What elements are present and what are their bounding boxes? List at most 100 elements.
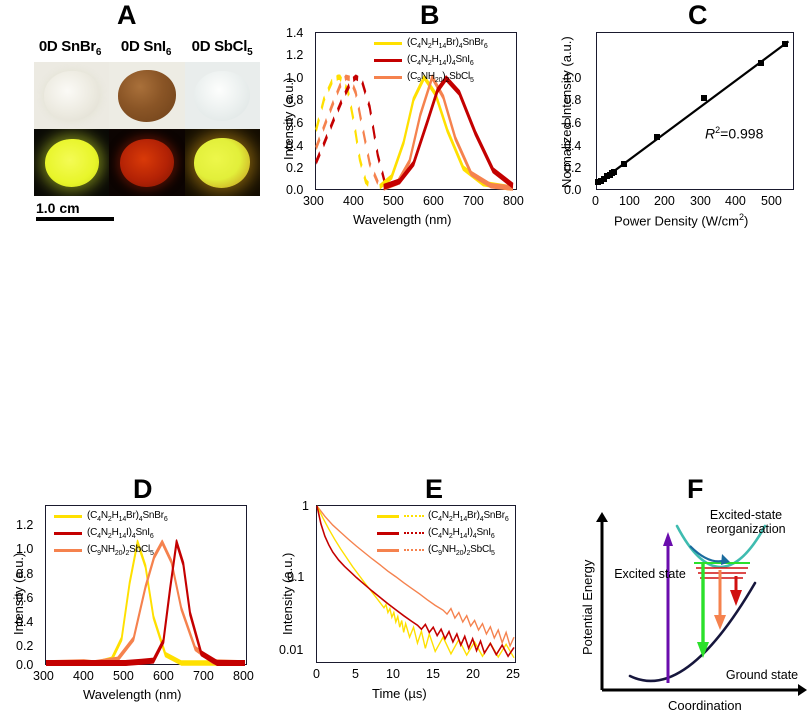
legend-label-d-sni6: (C4N2H14I)4SnI6 bbox=[87, 526, 154, 540]
sample-header-sbcl5: 0D SbCl5 bbox=[191, 38, 253, 58]
panel-c-markers bbox=[595, 41, 788, 185]
panel-a-sample-headers: 0D SnBr6 0D SnI6 0D SbCl5 bbox=[32, 38, 260, 58]
panel-b-ytick-1.0: 1.0 bbox=[286, 71, 304, 85]
legend-item-snbr6: (C4N2H14Br)4SnBr6 bbox=[374, 36, 488, 50]
panel-b-xtick-300: 300 bbox=[303, 194, 324, 208]
panel-e-xtick-20: 20 bbox=[466, 667, 480, 681]
panel-e-xlabel: Time (µs) bbox=[372, 686, 427, 701]
panel-b-ytick-0.4: 0.4 bbox=[286, 139, 304, 153]
legend-swatch-e-snbr6-fit bbox=[404, 515, 424, 517]
panel-d-xtick-500: 500 bbox=[113, 669, 134, 683]
panel-e-xtick-25: 25 bbox=[506, 667, 520, 681]
panel-e-xtick-5: 5 bbox=[352, 667, 359, 681]
legend-swatch-sni6 bbox=[374, 58, 402, 62]
panel-d-ytick-0.0: 0.0 bbox=[16, 658, 34, 672]
panel-e-xtick-0: 0 bbox=[313, 667, 320, 681]
panel-e-xtick-15: 15 bbox=[426, 667, 440, 681]
panel-e-label: E bbox=[425, 474, 444, 504]
panel-b: B (C4N2H14Br)4SnBr6 (C4N2H14I)4 bbox=[270, 0, 540, 240]
legend-swatch-e-sni6-fit bbox=[404, 532, 424, 534]
panel-b-curves bbox=[315, 74, 514, 191]
legend-swatch-e-sbcl5-solid bbox=[377, 548, 399, 552]
panel-b-xlabel: Wavelength (nm) bbox=[353, 212, 452, 227]
panel-b-ytick-0.6: 0.6 bbox=[286, 116, 304, 130]
panel-d-xtick-600: 600 bbox=[153, 669, 174, 683]
panel-a-photo-grid bbox=[34, 62, 260, 196]
panel-b-xtick-800: 800 bbox=[503, 194, 524, 208]
panel-b-plot-area: (C4N2H14Br)4SnBr6 (C4N2H14I)4SnI6 (C9NH2… bbox=[315, 32, 517, 191]
panel-e-ytick-0.01: 0.01 bbox=[279, 643, 304, 657]
legend-label-e-sbcl5: (C9NH20)2SbCl5 bbox=[428, 543, 495, 557]
panel-b-ytick-1.4: 1.4 bbox=[286, 26, 304, 40]
panel-c-xtick-400: 400 bbox=[725, 194, 746, 208]
panel-c-ytick-0.6: 0.6 bbox=[564, 116, 582, 130]
legend-swatch-d-snbr6 bbox=[54, 514, 82, 518]
legend-item-sni6: (C4N2H14I)4SnI6 bbox=[374, 53, 488, 67]
legend-swatch-e-sni6-solid bbox=[377, 531, 399, 535]
panel-e-xtick-10: 10 bbox=[386, 667, 400, 681]
panel-b-xtick-600: 600 bbox=[423, 194, 444, 208]
legend-item-d-snbr6: (C4N2H14Br)4SnBr6 bbox=[54, 509, 168, 523]
panel-d-ytick-0.2: 0.2 bbox=[16, 639, 34, 653]
panel-c-ytick-0.8: 0.8 bbox=[564, 93, 582, 107]
legend-item-sbcl5: (C9NH20)2SbCl5 bbox=[374, 70, 488, 84]
legend-label-d-sbcl5: (C9NH20)2SbCl5 bbox=[87, 543, 154, 557]
panel-c-ytick-1.0: 1.0 bbox=[564, 71, 582, 85]
panel-c-scatter bbox=[597, 33, 792, 188]
scale-bar-line bbox=[36, 217, 114, 221]
legend-swatch-sbcl5 bbox=[374, 75, 402, 79]
panel-c-ylabel: Normalized Intensity (a.u.) bbox=[559, 36, 574, 188]
panel-d-xtick-400: 400 bbox=[73, 669, 94, 683]
panel-c-xlabel: Power Density (W/cm2) bbox=[614, 212, 749, 229]
panel-c-label: C bbox=[688, 0, 708, 30]
photo-daylight-sbcl5 bbox=[184, 62, 260, 129]
panel-d-xtick-300: 300 bbox=[33, 669, 54, 683]
panel-d-xtick-800: 800 bbox=[233, 669, 254, 683]
panel-c-ytick-0.2: 0.2 bbox=[564, 161, 582, 175]
panel-b-ytick-0.2: 0.2 bbox=[286, 161, 304, 175]
panel-c-plot-area: R2=0.998 bbox=[595, 32, 794, 190]
panel-d-xlabel: Wavelength (nm) bbox=[83, 687, 182, 702]
panel-c-xtick-0: 0 bbox=[592, 194, 599, 208]
panel-f-reorganization-label: Excited-state reorganization bbox=[706, 508, 786, 537]
legend-swatch-e-snbr6-solid bbox=[377, 514, 399, 518]
panel-f-ground-state-label: Ground state bbox=[725, 668, 799, 682]
panel-f-xlabel: Coordination bbox=[668, 698, 742, 713]
panel-d-ytick-1.2: 1.2 bbox=[16, 518, 34, 532]
panel-d-plot-area: (C4N2H14Br)4SnBr6 (C4N2H14I)4SnI6 (C9NH2… bbox=[45, 505, 247, 667]
panel-c-xtick-200: 200 bbox=[654, 194, 675, 208]
panel-a: A 0D SnBr6 0D SnI6 0D SbCl5 bbox=[0, 0, 270, 240]
panel-d-ylabel: Intensity (a.u.) bbox=[11, 552, 26, 635]
legend-item-e-sbcl5: (C9NH20)2SbCl5 bbox=[377, 543, 509, 557]
panel-b-ytick-0.0: 0.0 bbox=[286, 183, 304, 197]
sample-header-snbr6: 0D SnBr6 bbox=[38, 38, 102, 58]
panel-c: C bbox=[540, 0, 807, 240]
panel-e-ytick-1: 1 bbox=[302, 499, 309, 513]
sample-header-sni6: 0D SnI6 bbox=[120, 38, 172, 58]
panel-b-label: B bbox=[420, 0, 440, 30]
panel-d-label: D bbox=[133, 474, 153, 504]
photo-uv-sbcl5 bbox=[184, 129, 260, 196]
panel-b-xtick-500: 500 bbox=[383, 194, 404, 208]
legend-label-snbr6: (C4N2H14Br)4SnBr6 bbox=[407, 36, 488, 50]
panel-b-xtick-700: 700 bbox=[463, 194, 484, 208]
panel-f-excited-state-label: Excited state bbox=[614, 567, 686, 581]
legend-item-d-sni6: (C4N2H14I)4SnI6 bbox=[54, 526, 168, 540]
panel-b-legend: (C4N2H14Br)4SnBr6 (C4N2H14I)4SnI6 (C9NH2… bbox=[374, 36, 488, 87]
panel-e-legend: (C4N2H14Br)4SnBr6 (C4N2H14I)4SnI6 (C9NH2… bbox=[377, 509, 509, 560]
panel-b-ytick-0.8: 0.8 bbox=[286, 93, 304, 107]
panel-e: E (C4N2H14Br)4SnBr6 bbox=[270, 240, 540, 702]
panel-b-ytick-1.2: 1.2 bbox=[286, 48, 304, 62]
panel-c-ytick-0.4: 0.4 bbox=[564, 139, 582, 153]
panel-e-plot-area: (C4N2H14Br)4SnBr6 (C4N2H14I)4SnI6 (C9NH2… bbox=[316, 505, 516, 663]
panel-f: F bbox=[540, 240, 807, 713]
panel-d: D (C4N2H14Br)4SnBr6 (C4N2H14I)4SnI6 bbox=[0, 240, 270, 703]
legend-label-e-snbr6: (C4N2H14Br)4SnBr6 bbox=[428, 509, 509, 523]
scale-bar: 1.0 cm bbox=[36, 200, 114, 221]
legend-item-d-sbcl5: (C9NH20)2SbCl5 bbox=[54, 543, 168, 557]
panel-c-xtick-300: 300 bbox=[690, 194, 711, 208]
panel-c-xtick-500: 500 bbox=[761, 194, 782, 208]
photo-daylight-sni6 bbox=[109, 62, 185, 129]
legend-swatch-d-sni6 bbox=[54, 531, 82, 535]
